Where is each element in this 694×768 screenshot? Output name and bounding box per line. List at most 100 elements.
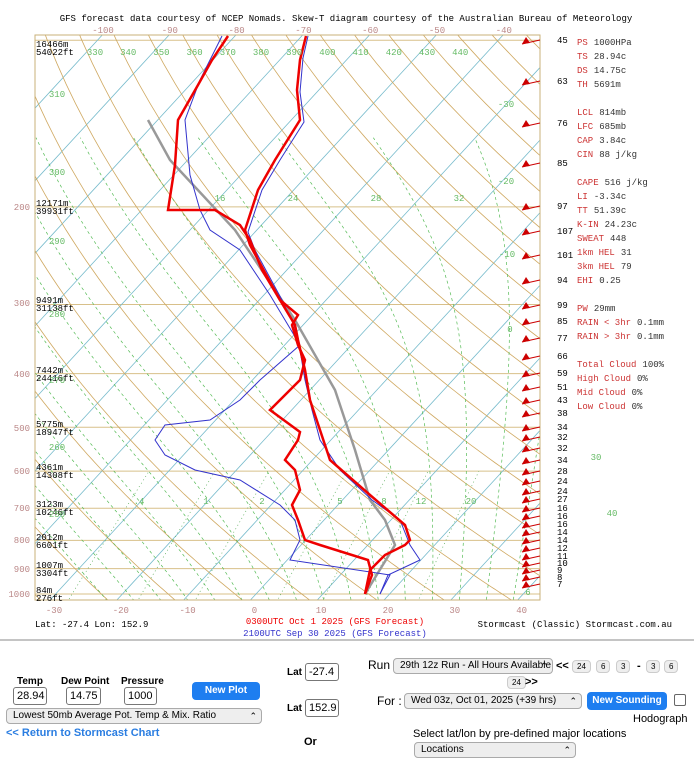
index-value: 28.94c — [594, 52, 626, 62]
height-m: 7442m — [36, 366, 63, 376]
index-value: 100% — [642, 360, 664, 370]
wind-speed: 14 — [557, 536, 568, 546]
wind-speed: 45 — [557, 36, 568, 46]
plot-frame — [34, 34, 541, 601]
theta-label: 350 — [153, 48, 169, 58]
index-label: TS — [577, 52, 588, 62]
wind-speed: 99 — [557, 301, 568, 311]
isotherm — [116, 139, 540, 600]
barb-flag — [522, 560, 530, 567]
index: Low Cloud 0% — [577, 402, 643, 412]
index: Mid Cloud 0% — [577, 388, 643, 398]
wind-speed: 51 — [557, 383, 568, 393]
step-button[interactable]: 3 — [646, 660, 661, 673]
lat-input[interactable]: -27.4 — [305, 663, 339, 681]
dry-adiabat — [35, 390, 243, 600]
index-label: TH — [577, 80, 588, 90]
index: Total Cloud 100% — [577, 360, 665, 370]
theta-label: 360 — [186, 48, 202, 58]
barb-flag — [522, 529, 530, 536]
lon-input[interactable]: 152.9 — [305, 699, 339, 717]
wind-speed: 101 — [557, 251, 573, 261]
index-label: CAPE — [577, 178, 599, 188]
wind-speed: 59 — [557, 369, 568, 379]
step-button[interactable]: 24 — [507, 676, 526, 689]
wind-speed: 32 — [557, 444, 568, 454]
index-label: PS — [577, 38, 588, 48]
barb-flag — [522, 318, 530, 325]
index: PW 29mm — [577, 304, 615, 314]
barb-flag — [522, 228, 530, 235]
index-value: 24.23c — [605, 220, 637, 230]
index-value: 448 — [610, 234, 626, 244]
height-ft: 276ft — [36, 594, 63, 604]
step-button[interactable]: - — [637, 660, 641, 672]
barb-flag — [522, 370, 530, 377]
moist-adiabat — [35, 412, 189, 600]
step-button[interactable]: 3 — [616, 660, 631, 673]
step-button[interactable]: 24 — [572, 660, 591, 673]
wind-speed: 9 — [557, 566, 562, 576]
index-value: 79 — [621, 262, 632, 272]
wind-speed: 24 — [557, 477, 568, 487]
step-button[interactable]: << — [556, 660, 569, 672]
barb-flag — [522, 488, 530, 495]
index-value: 51.39c — [594, 206, 626, 216]
height-m: 12171m — [36, 199, 68, 209]
new-sounding[interactable]: New Sounding — [587, 692, 667, 710]
pressure-input[interactable]: 1000 — [124, 687, 157, 705]
barb-flag — [522, 468, 530, 475]
index: TS 28.94c — [577, 52, 626, 62]
index-value: 0.1mm — [637, 332, 664, 342]
mixing-ratio — [277, 470, 348, 600]
index-label: DS — [577, 66, 588, 76]
dewpoint — [166, 35, 374, 595]
barb-flag — [522, 78, 530, 85]
hodograph-checkbox[interactable] — [674, 694, 686, 706]
barb-flag — [522, 574, 530, 581]
pressure-label: 1000 — [8, 590, 30, 600]
moist-label: 6 — [525, 588, 530, 598]
moist-adiabat — [35, 326, 243, 600]
temp-input[interactable]: 28.94 — [13, 687, 47, 705]
theta-label: 380 — [253, 48, 269, 58]
height-ft: 24416ft — [36, 374, 74, 384]
moist-adiabat — [80, 137, 352, 600]
isotherm — [35, 35, 237, 254]
temp-label-top: -90 — [162, 26, 178, 36]
wind-speed: 34 — [557, 423, 568, 433]
dry-adiabat — [35, 175, 445, 600]
index-value: 3.84c — [599, 136, 626, 146]
return-link[interactable]: << Return to Stormcast Chart — [6, 727, 160, 739]
barb-flag — [522, 424, 530, 431]
index: CAPE 516 j/kg — [577, 178, 648, 188]
profiles — [146, 35, 421, 595]
step-button[interactable]: 6 — [664, 660, 679, 673]
moist-adiabat — [474, 137, 510, 600]
isotherm — [35, 35, 370, 400]
moist-adiabat — [35, 517, 108, 600]
isotherm — [250, 284, 540, 600]
upper-label: 16 — [215, 194, 226, 204]
step-button[interactable]: 6 — [596, 660, 611, 673]
for-select[interactable]: Wed 03z, Oct 01, 2025 (+39 hrs) — [404, 693, 582, 709]
upper-label: 24 — [288, 194, 299, 204]
dry-adiabat — [35, 95, 513, 600]
temp-label-top: -60 — [362, 26, 378, 36]
dry-adiabat-label: 290 — [49, 237, 65, 247]
dry-adiabat — [113, 35, 540, 495]
index: K-IN 24.23c — [577, 220, 637, 230]
step-button[interactable]: >> — [525, 676, 538, 688]
mixing-ratio — [67, 470, 150, 600]
run-select[interactable]: 29th 12z Run - All Hours Available — [393, 658, 553, 674]
wind-speed: 12 — [557, 544, 568, 554]
index: LI -3.34c — [577, 192, 626, 202]
theta-label: 430 — [419, 48, 435, 58]
dew-input[interactable]: 14.75 — [66, 687, 101, 705]
method-select[interactable]: Lowest 50mb Average Pot. Temp & Mix. Rat… — [6, 708, 262, 724]
new-plot[interactable]: New Plot — [192, 682, 260, 700]
locations-select[interactable]: Locations — [414, 742, 576, 758]
locations-caption: Select lat/lon by pre-defined major loca… — [413, 728, 627, 740]
wind-speed: 97 — [557, 202, 568, 212]
height-ft: 6601ft — [36, 541, 68, 551]
